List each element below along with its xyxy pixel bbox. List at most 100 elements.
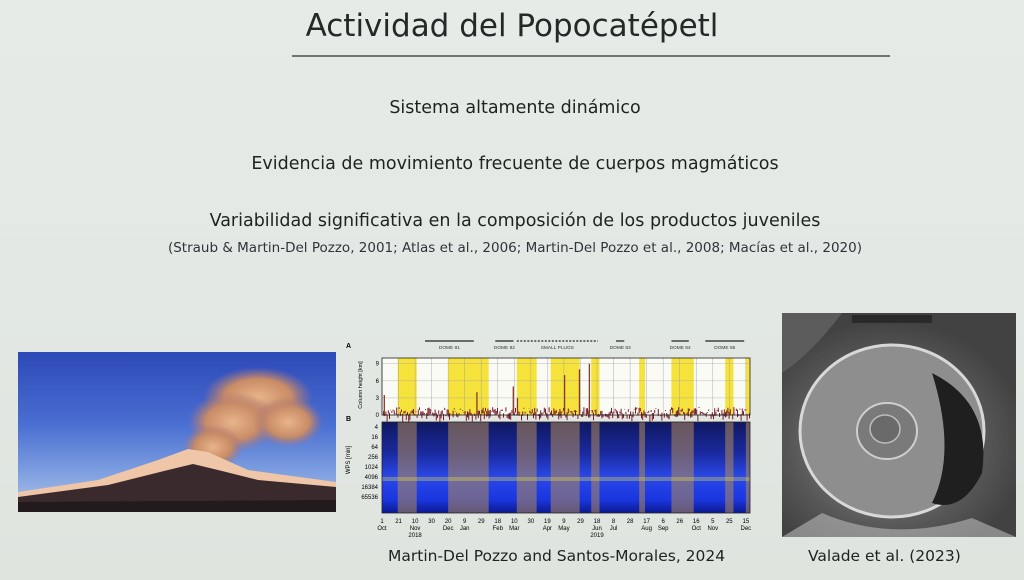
column-bar <box>476 392 478 415</box>
x-month-label: Dec <box>741 526 752 532</box>
column-bar <box>500 409 502 411</box>
x-month-label: Aug <box>641 526 652 532</box>
column-bar <box>420 411 422 416</box>
column-bar <box>523 407 525 409</box>
column-bar <box>410 411 412 414</box>
column-bar <box>691 410 693 418</box>
column-bar <box>383 395 385 415</box>
column-bar <box>432 412 434 416</box>
column-bar <box>548 407 550 413</box>
column-bar <box>543 407 545 413</box>
column-bar <box>396 407 398 416</box>
column-bar <box>654 409 656 414</box>
column-bar <box>678 407 680 415</box>
column-bar <box>591 409 593 413</box>
column-bar <box>723 409 725 417</box>
column-bar <box>566 412 568 421</box>
column-bar <box>427 408 429 416</box>
column-bar <box>399 411 401 417</box>
slide-title: Actividad del Popocatépetl <box>305 8 719 44</box>
x-year-label: 2019 <box>590 533 604 539</box>
column-bar <box>711 412 713 417</box>
column-bar <box>615 410 617 414</box>
column-bar <box>563 407 564 411</box>
x-month-label: Jan <box>460 526 470 532</box>
column-bar <box>594 410 596 412</box>
column-bar <box>669 409 671 415</box>
y-tick-label: 16384 <box>361 485 378 491</box>
column-bar <box>606 414 608 417</box>
x-tick-label: 17 <box>643 519 650 525</box>
column-bar <box>704 413 706 416</box>
column-bar <box>559 408 561 417</box>
column-bar <box>595 409 597 416</box>
column-bar <box>439 414 441 423</box>
volcano-photo <box>18 352 336 512</box>
column-bar <box>649 414 651 423</box>
x-tick-label: 10 <box>511 519 518 525</box>
column-bar <box>465 414 467 421</box>
column-bar <box>627 409 629 412</box>
column-bar <box>695 408 696 415</box>
column-bar <box>590 410 592 411</box>
column-bar <box>643 410 645 416</box>
column-bar <box>619 411 621 414</box>
x-tick-label: 26 <box>676 519 683 525</box>
point-2: Evidencia de movimiento frecuente de cue… <box>251 154 779 174</box>
spectrogram-band <box>448 422 489 513</box>
column-bar <box>529 410 531 413</box>
image-caption: Valade et al. (2023) <box>808 547 961 565</box>
highlight-period <box>397 358 417 415</box>
column-bar <box>635 407 636 414</box>
column-bar <box>515 407 516 413</box>
title-divider <box>292 55 890 57</box>
column-bar <box>570 411 572 413</box>
column-bar <box>675 410 677 418</box>
column-bar <box>475 414 477 420</box>
x-tick-label: 29 <box>577 519 584 525</box>
column-bar <box>561 411 563 413</box>
column-bar <box>480 414 482 422</box>
column-bar <box>588 363 591 415</box>
column-bar <box>541 412 543 416</box>
x-tick-label: 8 <box>612 519 616 525</box>
column-bar <box>697 414 699 421</box>
column-bar <box>671 407 672 410</box>
column-bar <box>563 375 566 415</box>
column-bar <box>630 411 632 416</box>
column-bar <box>745 409 747 411</box>
column-bar <box>540 410 542 419</box>
column-bar <box>535 411 537 420</box>
x-tick-label: 29 <box>478 519 485 525</box>
column-bar <box>624 408 626 410</box>
column-bar <box>521 414 522 421</box>
x-month-label: Oct <box>692 526 702 532</box>
column-bar <box>707 412 708 414</box>
column-bar <box>749 413 750 419</box>
panel-b-label: B <box>346 416 351 423</box>
column-bar <box>506 414 508 418</box>
x-tick-label: 28 <box>627 519 634 525</box>
column-bar <box>422 411 424 415</box>
column-bar <box>647 411 648 413</box>
column-bar <box>411 410 413 414</box>
column-bar <box>462 410 464 411</box>
column-bar <box>551 410 552 416</box>
column-bar <box>392 409 394 411</box>
spectrogram-band <box>725 422 734 513</box>
column-bar <box>726 410 728 417</box>
column-bar <box>549 412 551 416</box>
column-bar <box>512 386 514 415</box>
column-bar <box>571 411 573 414</box>
column-bar <box>668 414 670 420</box>
column-bar <box>492 407 494 412</box>
column-bar <box>510 412 512 420</box>
column-bar <box>609 411 611 416</box>
column-bar <box>507 413 509 419</box>
column-bar <box>621 413 623 420</box>
column-bar <box>415 411 417 413</box>
dome-label: DOME 83 <box>610 345 631 351</box>
column-bar <box>648 410 650 413</box>
column-bar <box>573 410 575 413</box>
spectrogram-band <box>639 422 645 513</box>
